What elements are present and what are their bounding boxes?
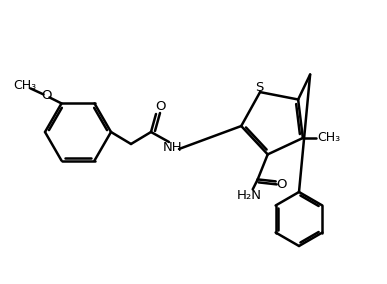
Text: CH₃: CH₃ bbox=[13, 79, 36, 92]
Text: H₂N: H₂N bbox=[237, 189, 262, 202]
Text: O: O bbox=[41, 89, 52, 102]
Text: S: S bbox=[255, 81, 263, 94]
Text: NH: NH bbox=[163, 141, 183, 153]
Text: CH₃: CH₃ bbox=[317, 131, 341, 145]
Text: O: O bbox=[155, 99, 165, 112]
Text: O: O bbox=[276, 178, 287, 191]
